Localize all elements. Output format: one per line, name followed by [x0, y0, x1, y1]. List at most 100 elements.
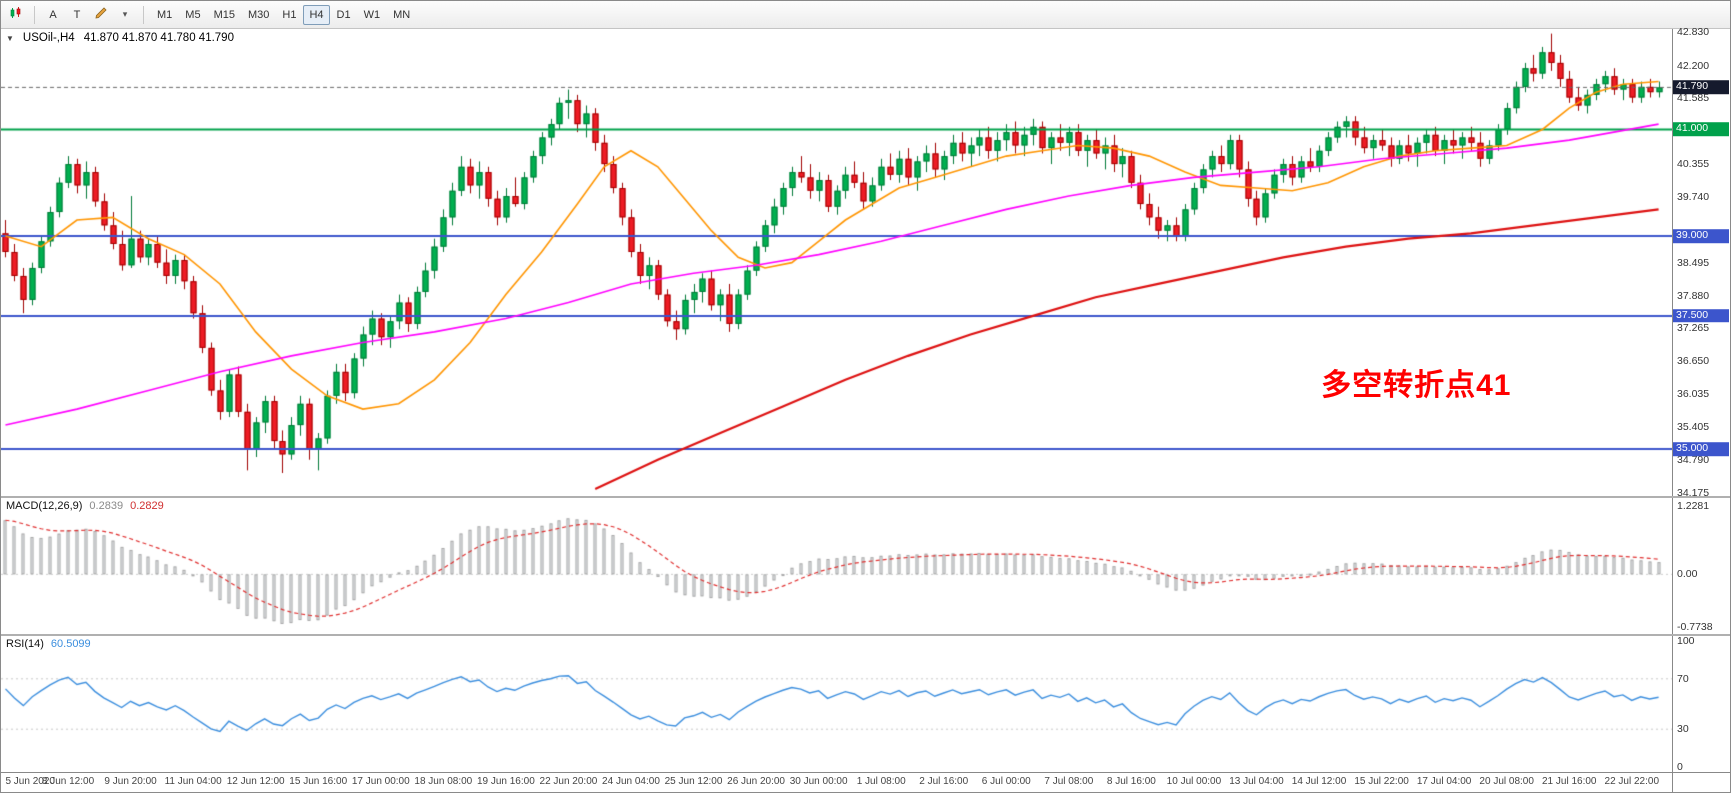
- time-label: 13 Jul 04:00: [1229, 776, 1284, 787]
- text-t-button[interactable]: T: [66, 5, 88, 25]
- cursor-a-button[interactable]: A: [42, 5, 64, 25]
- time-label: 8 Jun 12:00: [41, 776, 95, 787]
- axis-tick: 70: [1677, 672, 1689, 685]
- axis-tick: 100: [1677, 635, 1695, 647]
- axis-tick: 36.650: [1677, 355, 1710, 368]
- macd-plot[interactable]: MACD(12,26,9) 0.2839 0.2829: [1, 498, 1672, 634]
- pane-separator[interactable]: [1, 496, 1730, 498]
- symbol-info: ▼ USOil-,H4 41.870 41.870 41.780 41.790: [6, 32, 234, 44]
- time-label: 10 Jul 00:00: [1166, 776, 1222, 787]
- price-axis[interactable]: 42.830 42.200 41.585 40.355 39.740 38.495 37.8…: [1672, 26, 1730, 499]
- time-label: 21 Jul 16:00: [1541, 776, 1597, 787]
- time-label: 17 Jun 00:00: [351, 776, 410, 787]
- time-label: 1 Jul 08:00: [856, 776, 906, 787]
- rsi-canvas[interactable]: [1, 636, 1672, 772]
- time-label: 14 Jul 12:00: [1291, 776, 1347, 787]
- time-label: 18 Jun 08:00: [414, 776, 473, 787]
- time-label: 2 Jul 16:00: [919, 776, 969, 787]
- axis-tick: -0.7738: [1677, 621, 1713, 634]
- rsi-title: RSI(14): [6, 638, 44, 650]
- axis-tick: 37.265: [1677, 322, 1710, 335]
- time-axis-labels[interactable]: 5 Jun 2020 8 Jun 12:00 9 Jun 20:00 11 Jun 0…: [1, 773, 1672, 792]
- macd-value-signal: 0.2829: [130, 500, 164, 512]
- macd-header: MACD(12,26,9) 0.2839 0.2829: [6, 500, 164, 512]
- time-label: 19 Jun 16:00: [476, 776, 535, 787]
- rsi-pane: RSI(14) 60.5099 100 70 30 0: [1, 635, 1730, 773]
- time-label: 30 Jun 00:00: [789, 776, 848, 787]
- axis-tick: 40.355: [1677, 157, 1710, 170]
- chevron-down-icon[interactable]: ▾: [114, 5, 136, 25]
- axis-tick: 42.830: [1677, 26, 1710, 38]
- axis-tick: 30: [1677, 723, 1689, 736]
- axis-tick: 1.2281: [1677, 500, 1710, 512]
- time-label: 26 Jun 20:00: [727, 776, 785, 787]
- time-label: 17 Jul 04:00: [1416, 776, 1472, 787]
- time-label: 24 Jun 04:00: [602, 776, 660, 787]
- rsi-axis[interactable]: 100 70 30 0: [1672, 635, 1730, 773]
- macd-pane: MACD(12,26,9) 0.2839 0.2829 1.2281 0.00 -0…: [1, 498, 1730, 634]
- toolbar: A T ▾ M1 M5 M15 M30 H1 H4 D1 W1 MN: [1, 1, 1730, 29]
- axis-tick: 37.880: [1677, 289, 1710, 302]
- macd-title: MACD(12,26,9): [6, 500, 83, 512]
- main-chart-canvas[interactable]: [1, 29, 1672, 496]
- axis-tick: 41.585: [1677, 92, 1710, 105]
- axis-tick: 39.740: [1677, 190, 1710, 203]
- time-label: 15 Jul 22:00: [1354, 776, 1409, 787]
- macd-canvas[interactable]: [1, 498, 1672, 634]
- chart-annotation-text[interactable]: 多空转折点41: [1321, 369, 1512, 403]
- time-label: 15 Jun 16:00: [289, 776, 348, 787]
- axis-tick: 34.790: [1677, 454, 1710, 467]
- time-label: 5 Jun 2020: [5, 776, 55, 787]
- time-label: 8 Jul 16:00: [1106, 776, 1156, 787]
- axis-tick: 42.200: [1677, 59, 1710, 72]
- price-tag: 35.000: [1673, 442, 1729, 456]
- axis-tick: 36.035: [1677, 387, 1710, 400]
- price-tag: 37.500: [1673, 309, 1729, 323]
- time-label: 25 Jun 12:00: [664, 776, 723, 787]
- timeframe-d1[interactable]: D1: [331, 5, 357, 25]
- time-axis-corner: [1672, 773, 1730, 792]
- time-label: 11 Jun 04:00: [164, 776, 222, 787]
- rsi-value: 60.5099: [50, 638, 91, 650]
- timeframe-m5[interactable]: M5: [179, 5, 206, 25]
- toolbar-separator: [143, 5, 144, 24]
- timeframe-w1[interactable]: W1: [358, 5, 387, 25]
- axis-tick: 0: [1677, 761, 1683, 773]
- timeframe-m15[interactable]: M15: [208, 5, 241, 25]
- ohlc-values: 41.870 41.870 41.780 41.790: [83, 32, 234, 44]
- time-label: 22 Jul 22:00: [1604, 776, 1660, 787]
- timeframe-mn[interactable]: MN: [387, 5, 416, 25]
- axis-tick: 0.00: [1677, 568, 1698, 581]
- timeframe-group: M1 M5 M15 M30 H1 H4 D1 W1 MN: [151, 4, 416, 25]
- collapse-arrow-icon[interactable]: ▼: [6, 33, 14, 43]
- time-label: 12 Jun 12:00: [226, 776, 285, 787]
- pencil-icon: [94, 6, 108, 23]
- chart-icon-button[interactable]: [5, 5, 27, 25]
- timeframe-h1[interactable]: H1: [276, 5, 302, 25]
- price-tag: 41.000: [1673, 122, 1729, 137]
- time-label: 20 Jul 08:00: [1479, 776, 1534, 787]
- timeframe-m1[interactable]: M1: [151, 5, 178, 25]
- toolbar-separator: [34, 5, 35, 24]
- timeframe-m30[interactable]: M30: [242, 5, 275, 25]
- candlestick-chart-icon: [9, 6, 23, 23]
- pencil-button[interactable]: [90, 5, 112, 25]
- time-label: 9 Jun 20:00: [104, 776, 157, 787]
- rsi-plot[interactable]: RSI(14) 60.5099: [1, 636, 1672, 772]
- main-plot[interactable]: ▼ USOil-,H4 41.870 41.870 41.780 41.790 …: [1, 29, 1672, 496]
- time-axis[interactable]: 5 Jun 2020 8 Jun 12:00 9 Jun 20:00 11 Jun 0…: [1, 772, 1730, 792]
- macd-axis[interactable]: 1.2281 0.00 -0.7738: [1672, 498, 1730, 634]
- symbol-title: USOil-,H4: [22, 32, 75, 44]
- axis-tick: 38.495: [1677, 256, 1710, 269]
- timeframe-h4[interactable]: H4: [303, 4, 330, 25]
- axis-tick: 35.405: [1677, 421, 1710, 434]
- time-label: 22 Jun 20:00: [539, 776, 598, 787]
- rsi-header: RSI(14) 60.5099: [6, 638, 91, 650]
- time-label: 6 Jul 00:00: [981, 776, 1031, 787]
- axis-tick: 34.175: [1677, 487, 1710, 499]
- price-tag: 41.790: [1673, 80, 1729, 95]
- price-tag: 39.000: [1673, 229, 1729, 243]
- pane-separator[interactable]: [1, 634, 1730, 636]
- chart-panes: ▼ USOil-,H4 41.870 41.870 41.780 41.790 …: [1, 26, 1730, 792]
